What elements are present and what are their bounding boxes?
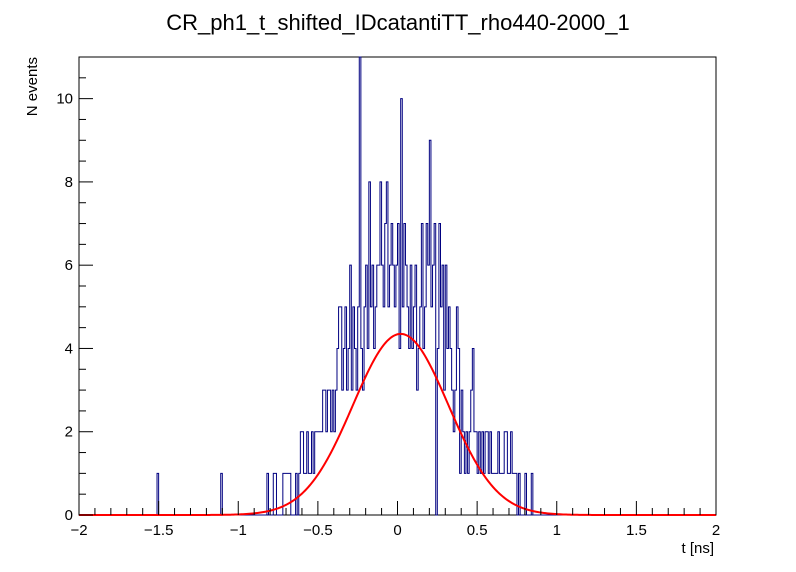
x-tick-label: 0 — [393, 522, 401, 539]
y-tick-label: 4 — [65, 340, 73, 357]
y-tick-label: 6 — [65, 257, 73, 274]
y-tick-label: 0 — [65, 507, 73, 524]
histogram-bin — [391, 224, 393, 515]
histogram-bin — [412, 348, 414, 515]
histogram-bin — [441, 307, 443, 515]
histogram-bin — [331, 432, 333, 515]
fit-curve-layer — [79, 332, 716, 516]
axes: −2 −1.5 −1 −0.5 0 0.5 1 1.5 2 0 2 4 6 8 10 — [56, 56, 720, 539]
histogram-bin — [305, 473, 307, 515]
histogram-bin — [326, 432, 328, 515]
histogram-bin — [484, 473, 486, 515]
histogram-bin — [370, 307, 372, 515]
y-tick-label: 2 — [65, 424, 73, 441]
x-tick-label: −1.5 — [144, 522, 174, 539]
histogram-bin — [308, 473, 310, 515]
histogram-bin — [383, 307, 385, 515]
x-tick-label: 0.5 — [467, 522, 488, 539]
histogram-bin — [288, 473, 290, 515]
x-tick-label: −1 — [230, 522, 247, 539]
histogram-bin — [342, 390, 344, 515]
histogram-bin — [512, 473, 514, 515]
histogram-bin — [321, 432, 323, 515]
histogram-bin — [378, 265, 380, 515]
histogram-bin — [399, 348, 401, 515]
histogram-bin — [453, 432, 455, 515]
gaussian-fit-curve — [79, 332, 716, 516]
histogram-bin — [304, 473, 306, 515]
histogram-bin — [514, 473, 516, 515]
y-axis-label: N events — [24, 57, 41, 116]
histogram-bin — [474, 432, 476, 515]
histogram-bin — [356, 390, 358, 515]
histogram-bin — [496, 473, 498, 515]
histogram-bin — [468, 473, 470, 515]
histogram-bin — [417, 390, 419, 515]
histogram-bin — [347, 390, 349, 515]
x-tick-label: 2 — [712, 522, 720, 539]
histogram-bin — [503, 473, 505, 515]
histogram-bin — [374, 348, 376, 515]
histogram-bin — [423, 348, 425, 515]
histogram-bin — [428, 265, 430, 515]
histogram-outline — [79, 56, 716, 516]
histogram-bin — [402, 307, 404, 515]
histogram-bin — [444, 390, 446, 515]
histogram-bin — [409, 348, 411, 515]
x-axis-label: t [ns] — [681, 540, 714, 557]
histogram-bin — [394, 307, 396, 515]
histogram-bin — [431, 307, 433, 515]
x-tick-label: 1.5 — [626, 522, 647, 539]
histogram-bin — [488, 473, 490, 515]
histogram-bin — [447, 348, 449, 515]
histogram-bin — [495, 473, 497, 515]
histogram-layer — [79, 56, 716, 516]
histogram-bin — [464, 473, 466, 515]
histogram-bin — [362, 390, 364, 515]
y-tick-label: 10 — [56, 91, 73, 108]
histogram-bin — [480, 473, 482, 515]
plot-frame — [78, 56, 717, 516]
chart-title: CR_ph1_t_shifted_IDcatantiTT_rho440-2000… — [166, 10, 630, 35]
x-tick-label: −2 — [70, 522, 87, 539]
x-tick-label: −0.5 — [303, 522, 333, 539]
y-tick-label: 8 — [65, 174, 73, 191]
x-tick-label: 1 — [553, 522, 561, 539]
histogram-bin — [310, 473, 312, 515]
